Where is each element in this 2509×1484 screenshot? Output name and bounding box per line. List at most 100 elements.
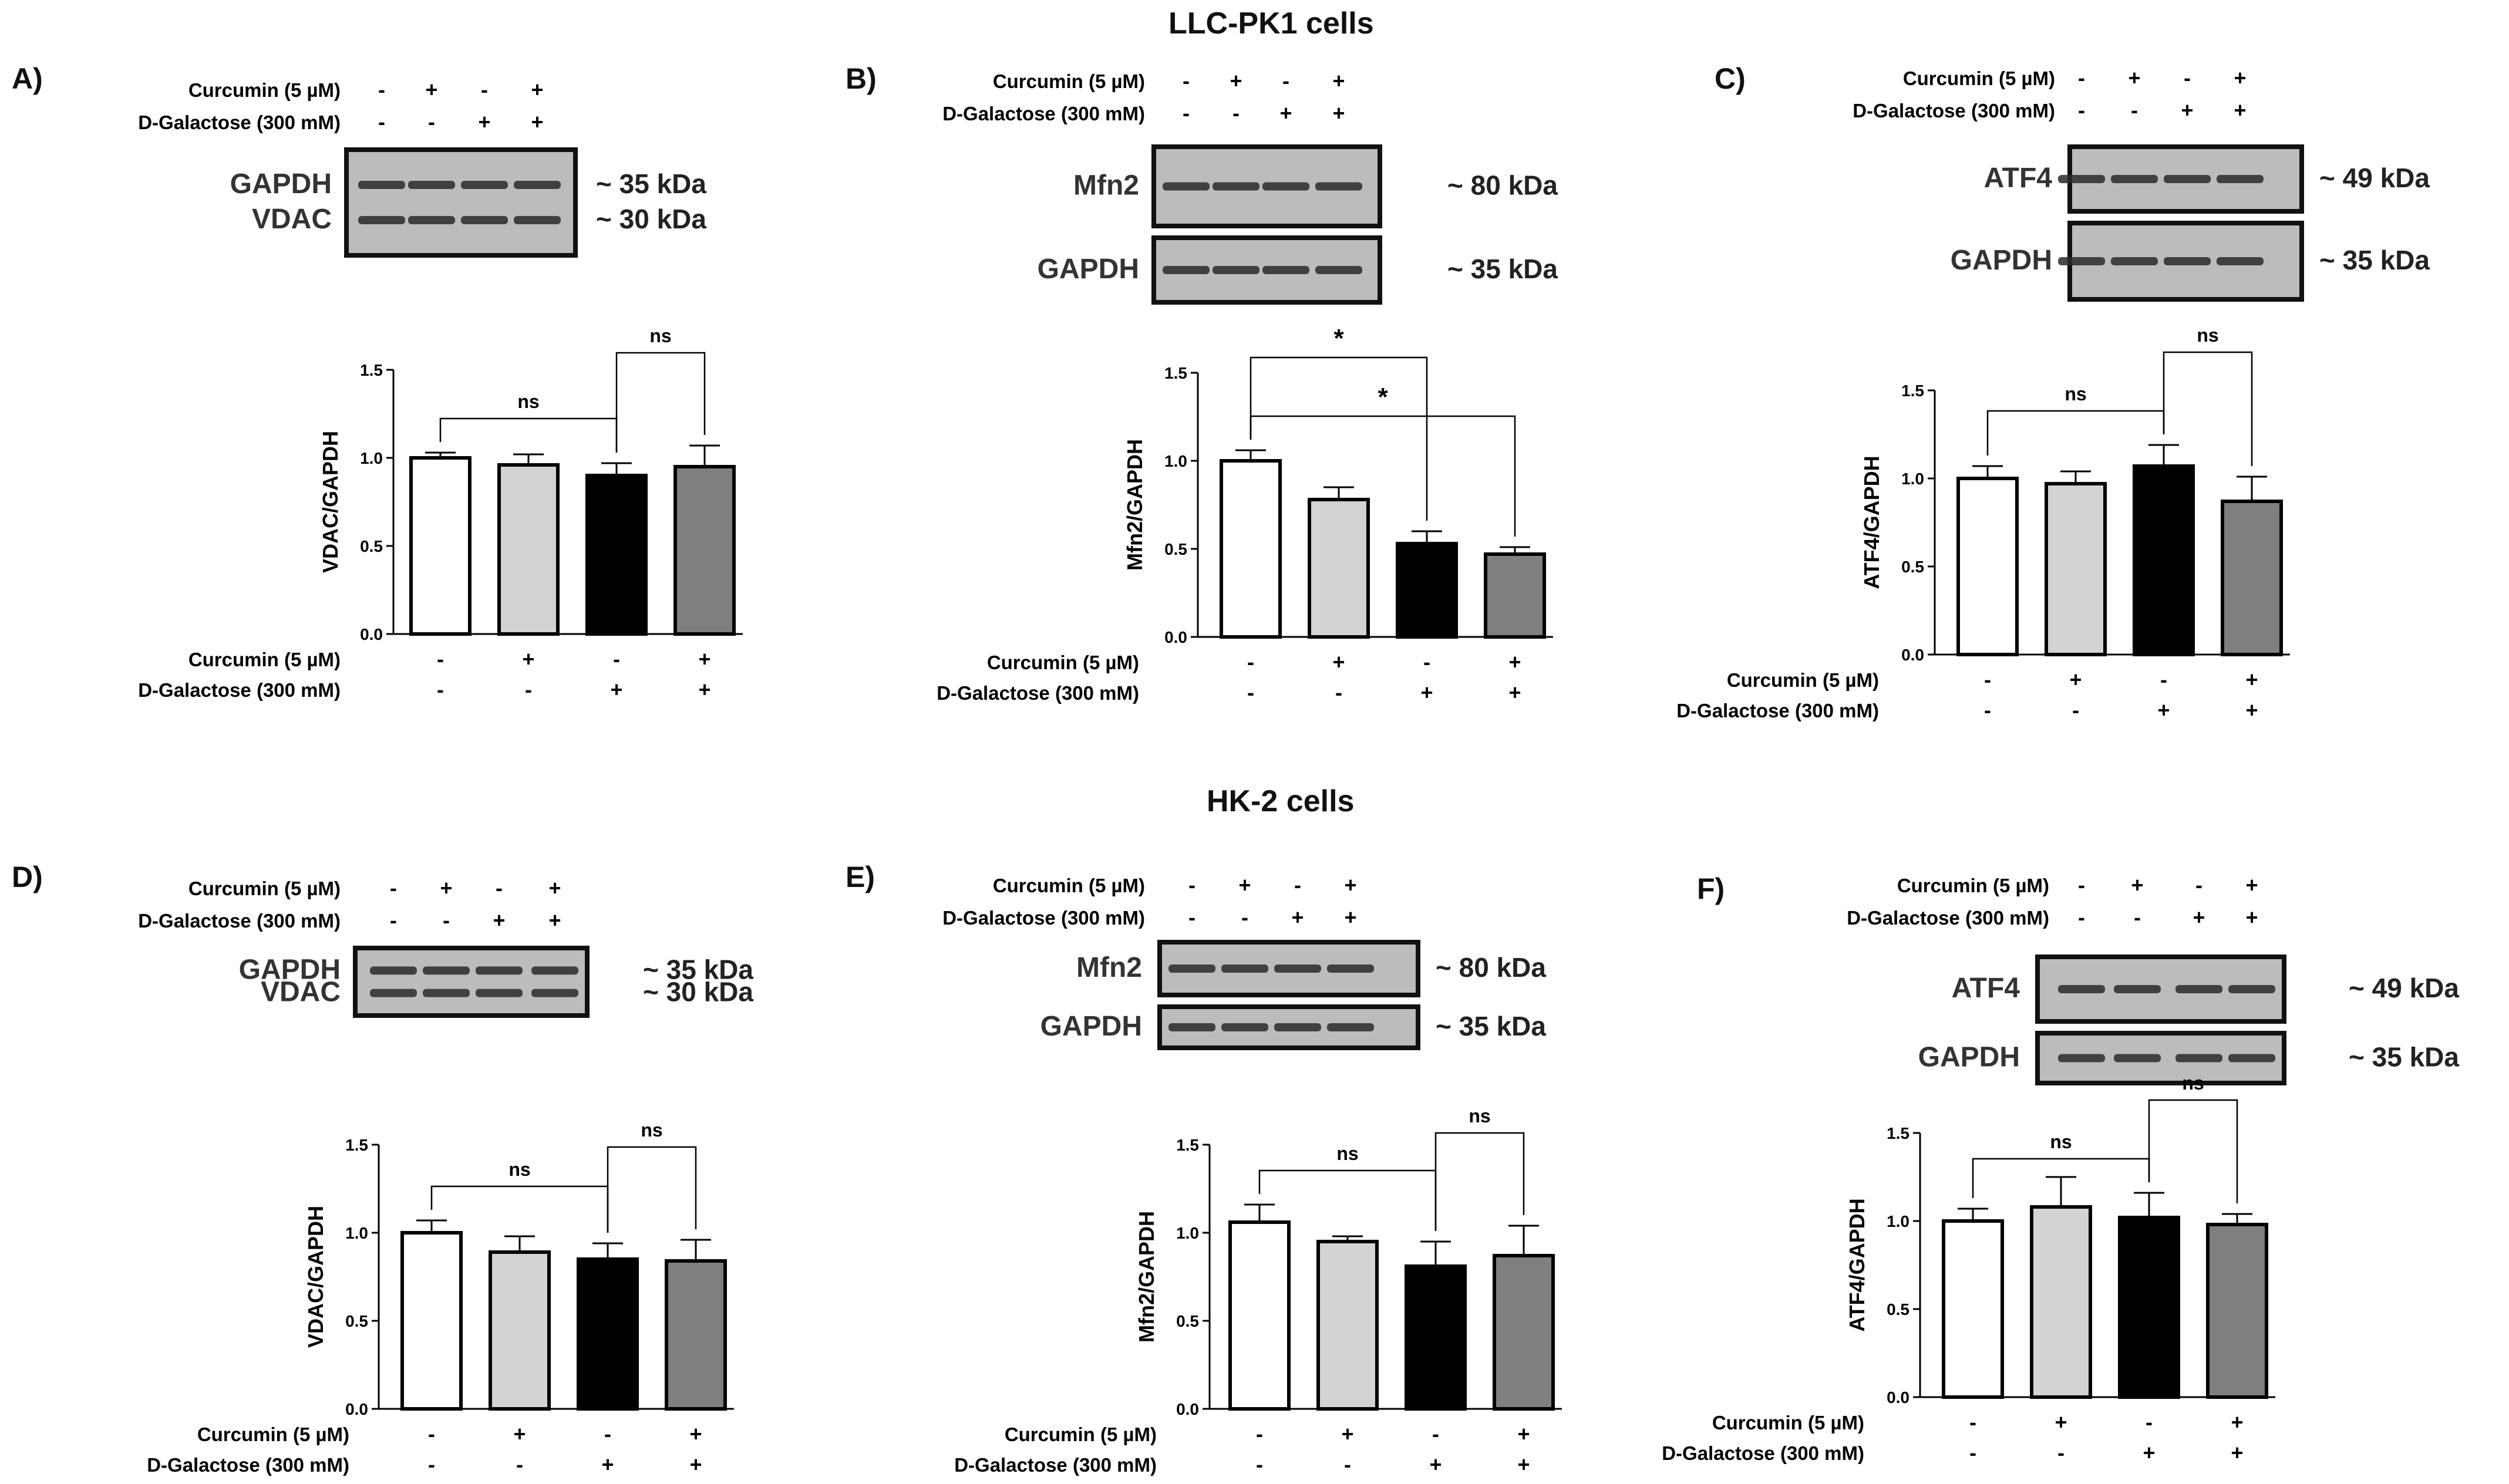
chart-treatment-label: D-Galactose (300 mM) <box>1676 700 1879 721</box>
bar-chart: 0.0 0.5 1.0 1.5 Mfn2/GAPDH * * Curcumin (5 µM) -… <box>937 324 1553 704</box>
bar <box>2045 482 2107 656</box>
significance-bracket <box>1434 1132 1525 1231</box>
panel-letter: A) <box>12 62 43 95</box>
blot-treatment-sign: - <box>428 110 435 134</box>
chart-treatment-sign: + <box>2069 667 2082 692</box>
blot-treatment-label: D-Galactose (300 mM) <box>1847 907 2049 929</box>
blot-band <box>408 181 455 189</box>
bar <box>1956 477 2019 656</box>
y-tick-label: 0.5 <box>1887 1300 1909 1318</box>
significance-bracket <box>1250 356 1428 521</box>
blot-treatment-sign: - <box>2184 66 2191 90</box>
chart-treatment-sign: + <box>610 677 622 701</box>
blot-band <box>1315 182 1362 191</box>
blot-treatment-sign: - <box>1183 101 1190 125</box>
significance-label: ns <box>641 1119 662 1141</box>
y-tick-label: 1.5 <box>1164 364 1187 382</box>
panel-figure-svg: Curcumin (5 µM) - + - + D-Galactose (300 mM) -… <box>1676 66 2430 722</box>
bar <box>1405 1264 1467 1411</box>
y-tick-label: 0.5 <box>345 1312 368 1330</box>
blot-band <box>358 216 405 224</box>
panel-a: A) Curcumin (5 µM) - + - + D-Galactose (300 m… <box>12 62 822 737</box>
significance-label: ns <box>517 391 539 412</box>
chart-treatment-sign: + <box>1341 1422 1353 1446</box>
blot-band <box>370 966 417 975</box>
blot-band <box>2058 985 2105 993</box>
chart-treatment-sign: + <box>689 1422 702 1446</box>
panel-d: D) Curcumin (5 µM) - + - + D-Galactose (300 m… <box>12 860 822 1482</box>
significance-label: ns <box>2065 383 2086 404</box>
panel-figure-svg: Curcumin (5 µM) - + - + D-Galactose (300 mM) -… <box>138 77 743 701</box>
blot-treatment-sign: + <box>2245 873 2258 897</box>
significance-label: ns <box>2182 1072 2204 1094</box>
blot-treatment-sign: + <box>2181 98 2193 122</box>
bar <box>665 1259 727 1411</box>
chart-treatment-sign: - <box>1256 1452 1263 1476</box>
y-tick-label: 1.5 <box>345 1136 368 1154</box>
chart-treatment-label: D-Galactose (300 mM) <box>1662 1442 1864 1464</box>
blot-treatment-sign: + <box>1238 873 1251 897</box>
blot-treatment-label: Curcumin (5 µM) <box>188 79 341 101</box>
blot-membrane <box>353 946 590 1018</box>
blot-treatment-sign: + <box>2193 905 2205 929</box>
blot-size-label: ~ 30 kDa <box>596 204 706 234</box>
bar-chart: 0.0 0.5 1.0 1.5 ATF4/GAPDH ns ns Curcumin (5 µM… <box>1676 325 2290 722</box>
blot-size-label: ~ 30 kDa <box>643 977 753 1007</box>
blot-treatment-label: Curcumin (5 µM) <box>188 878 341 899</box>
blot-size-label: ~ 35 kDa <box>643 954 753 984</box>
chart-treatment-sign: - <box>2146 1410 2153 1434</box>
y-tick-label: 1.0 <box>1901 470 1924 488</box>
chart-treatment-sign: - <box>437 677 444 701</box>
panel-figure-svg: Curcumin (5 µM) - + - + D-Galactose (300 mM) -… <box>138 876 753 1476</box>
section-title-hk2: HK-2 cells <box>1207 784 1355 818</box>
blot-protein-label: GAPDH <box>239 954 341 985</box>
blot-band <box>476 989 523 997</box>
y-tick-label: 0.0 <box>345 1400 368 1418</box>
chart-treatment-label: Curcumin (5 µM) <box>188 649 341 670</box>
blot-treatment-sign: + <box>2234 66 2246 90</box>
blot-size-label: ~ 35 kDa <box>1436 1011 1546 1041</box>
blot-band <box>2114 985 2161 993</box>
blot-band <box>2217 175 2264 183</box>
blot-treatment-sign: - <box>378 110 385 134</box>
blot-protein-label: VDAC <box>261 977 341 1008</box>
blot-protein-label: Mfn2 <box>1076 952 1142 983</box>
y-tick-label: 0.0 <box>1887 1388 1909 1407</box>
y-tick-label: 0.5 <box>1164 540 1187 558</box>
y-tick-label: 1.0 <box>1164 452 1187 470</box>
chart-treatment-sign: - <box>1344 1452 1351 1476</box>
blot-size-label: ~ 35 kDa <box>2319 245 2430 275</box>
significance-bracket <box>2148 1099 2238 1203</box>
blot-treatment-label: Curcumin (5 µM) <box>1897 875 2049 896</box>
blot-treatment-sign: + <box>2131 873 2143 897</box>
blot-band <box>1262 266 1309 274</box>
blot-treatment-sign: - <box>1232 101 1240 125</box>
y-tick-label: 1.0 <box>345 1224 368 1242</box>
y-axis-label: Mfn2/GAPDH <box>1123 439 1147 571</box>
chart-treatment-sign: + <box>2055 1410 2067 1434</box>
bar-chart: 0.0 0.5 1.0 1.5 VDAC/GAPDH ns ns Curcumin (5 µM… <box>147 1119 734 1476</box>
western-blot: Curcumin (5 µM) - + - + D-Galactose (300 mM) -… <box>138 77 706 258</box>
blot-band <box>1163 182 1210 191</box>
chart-treatment-sign: + <box>2231 1441 2243 1465</box>
blot-treatment-sign: - <box>390 876 397 900</box>
blot-treatment-sign: - <box>2131 98 2138 122</box>
blot-protein-label: GAPDH <box>1038 254 1139 285</box>
chart-treatment-sign: + <box>1517 1452 1530 1476</box>
blot-treatment-label: Curcumin (5 µM) <box>1903 68 2055 89</box>
panel-c: C) Curcumin (5 µM) - + - + D-Galactose (300 m… <box>1676 62 2501 737</box>
blot-band <box>370 989 417 997</box>
blot-band <box>423 989 470 997</box>
blot-treatment-sign: - <box>1282 69 1289 93</box>
significance-bracket <box>2163 351 2253 466</box>
blot-treatment-label: D-Galactose (300 mM) <box>942 907 1145 929</box>
chart-treatment-sign: - <box>1432 1422 1439 1446</box>
chart-treatment-sign: - <box>516 1452 523 1476</box>
bar <box>2133 464 2195 656</box>
blot-size-label: ~ 35 kDa <box>1447 254 1558 284</box>
y-tick-label: 1.0 <box>360 449 383 467</box>
blot-band <box>2175 985 2222 993</box>
bar-chart: 0.0 0.5 1.0 1.5 ATF4/GAPDH ns ns Curcumin (5 µM… <box>1662 1072 2275 1465</box>
blot-band <box>2114 1054 2161 1063</box>
blot-band <box>1168 1023 1215 1031</box>
